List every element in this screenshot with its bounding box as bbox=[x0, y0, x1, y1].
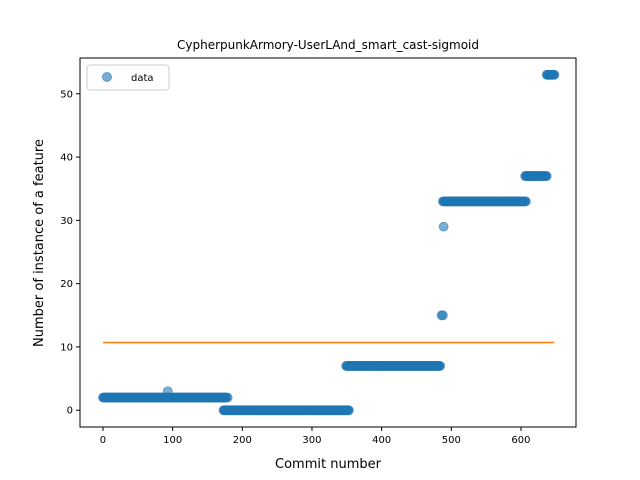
legend-label-data: data bbox=[131, 73, 154, 84]
legend: data bbox=[86, 64, 170, 91]
y-tick-label: 40 bbox=[60, 153, 73, 164]
y-tick-label: 0 bbox=[67, 406, 73, 417]
x-tick-label: 400 bbox=[372, 435, 391, 446]
data-point bbox=[541, 171, 552, 181]
axes-frame bbox=[79, 57, 577, 428]
data-point bbox=[343, 405, 354, 416]
legend-marker-data bbox=[102, 72, 112, 82]
x-tick-label: 0 bbox=[100, 435, 106, 446]
data-point bbox=[162, 386, 173, 397]
data-point bbox=[438, 221, 449, 232]
legend-box bbox=[86, 64, 170, 91]
data-point bbox=[549, 69, 560, 80]
scatter-points bbox=[98, 69, 560, 416]
x-tick-label: 200 bbox=[233, 435, 252, 446]
data-point bbox=[435, 361, 446, 371]
x-tick-label: 500 bbox=[442, 435, 461, 446]
x-tick-label: 600 bbox=[511, 435, 530, 446]
x-axis-label: Commit number bbox=[275, 457, 382, 472]
data-point bbox=[222, 392, 233, 403]
y-tick-label: 10 bbox=[60, 342, 73, 353]
y-tick-label: 30 bbox=[60, 216, 73, 227]
y-axis-label: Number of instance of a feature bbox=[32, 139, 47, 347]
chart-title: CypherpunkArmory-UserLAnd_smart_cast-sig… bbox=[177, 38, 479, 52]
data-point bbox=[438, 310, 448, 321]
y-tick-label: 50 bbox=[60, 89, 73, 100]
x-axis-ticks: 0 100 200 300 400 500 600 bbox=[100, 427, 531, 446]
x-tick-label: 100 bbox=[163, 435, 182, 446]
x-tick-label: 300 bbox=[302, 435, 321, 446]
data-point bbox=[520, 196, 531, 207]
y-axis-ticks: 0 10 20 30 40 50 bbox=[60, 89, 80, 417]
series-layer bbox=[98, 69, 560, 416]
y-tick-label: 20 bbox=[60, 279, 73, 290]
